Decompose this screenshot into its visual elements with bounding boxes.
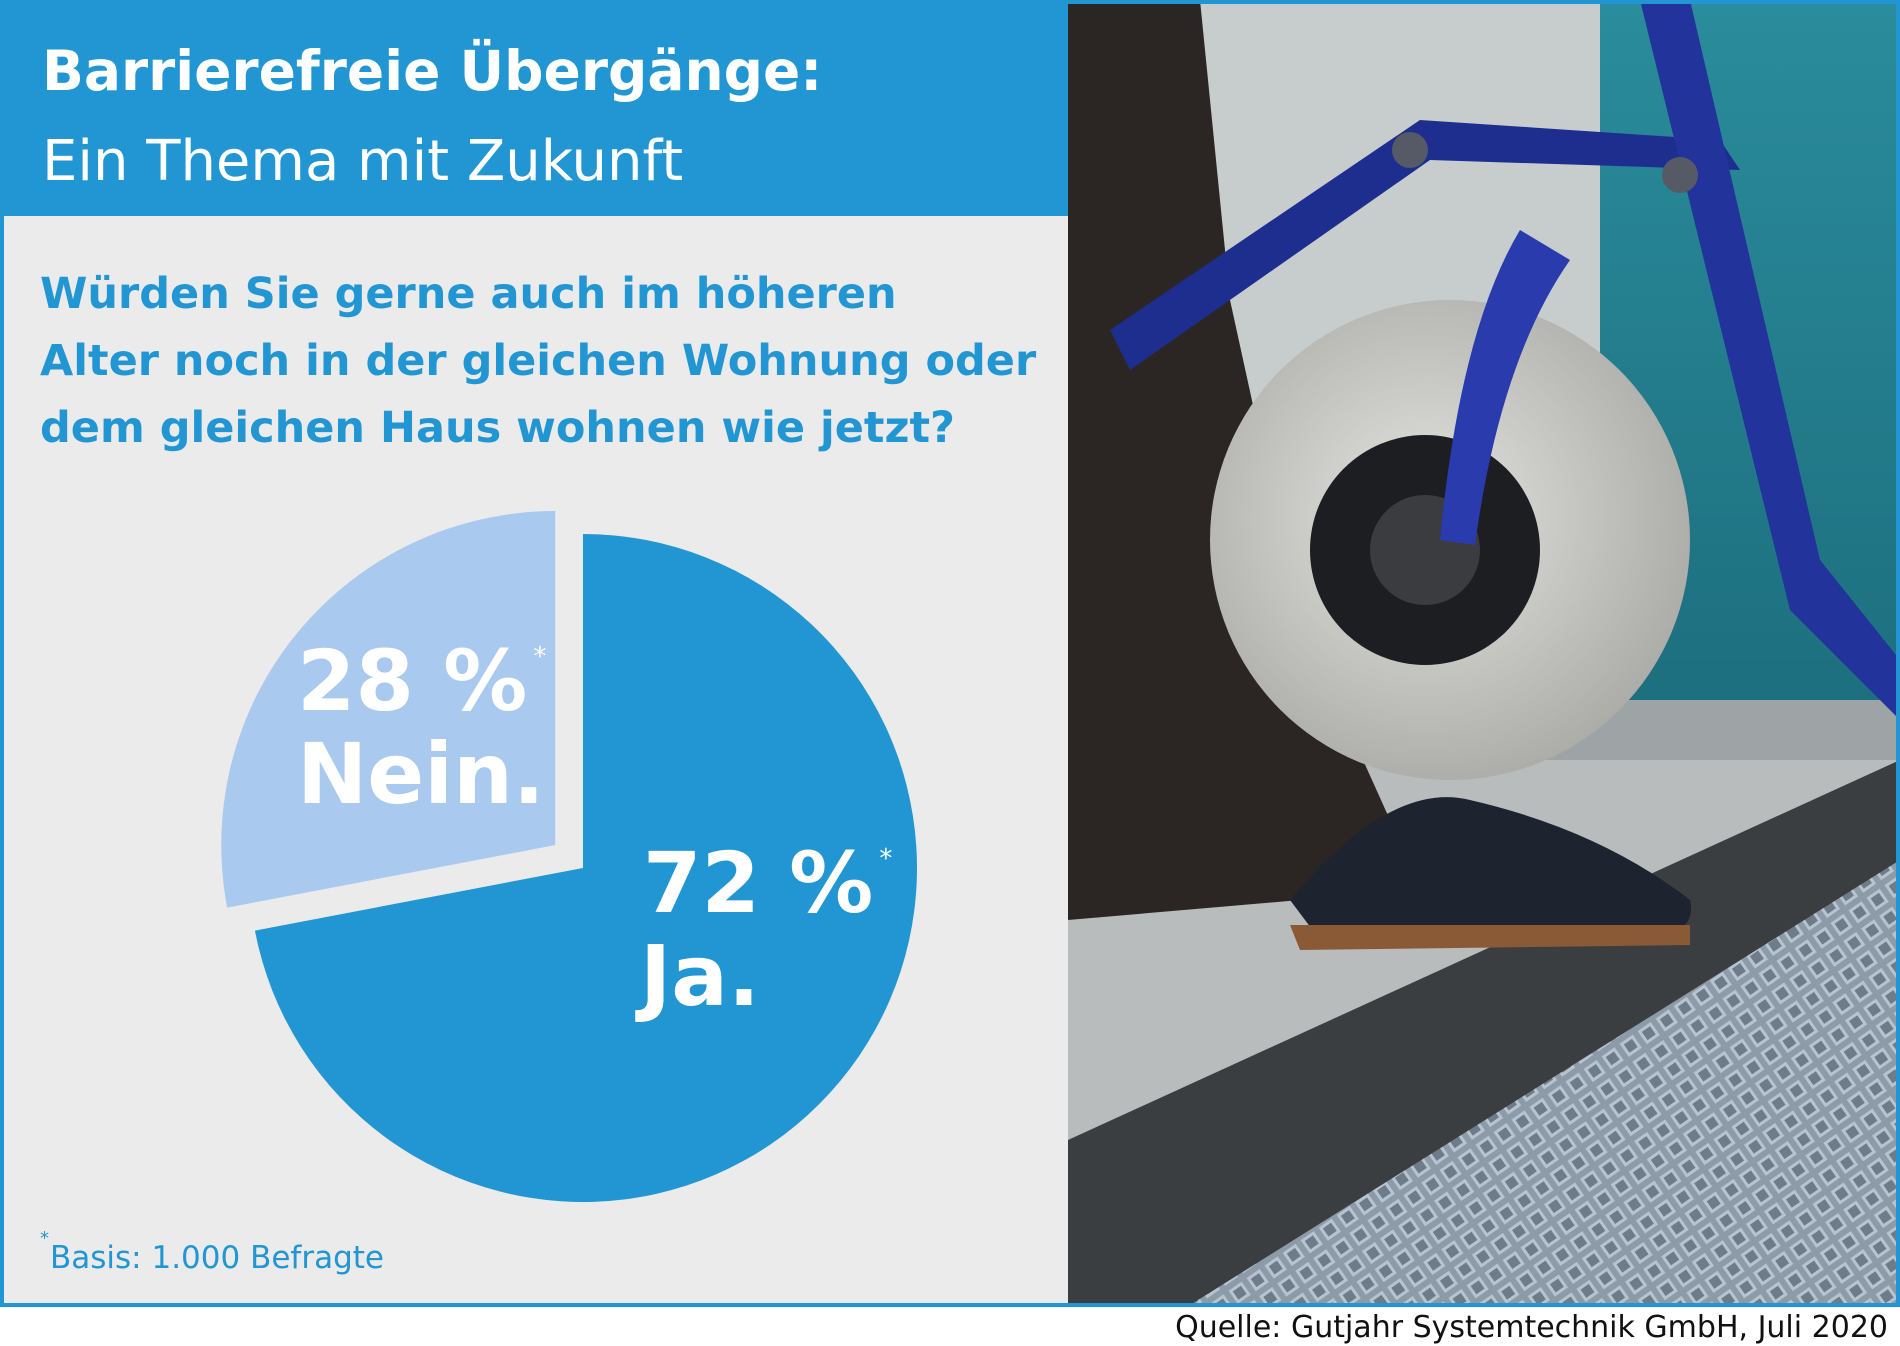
frame [0, 0, 1900, 1307]
category-label: Ja. [635, 927, 760, 1025]
question-line: dem gleichen Haus wohnen wie jetzt? [40, 403, 955, 453]
pie-slice [254, 534, 917, 1203]
header-band [0, 0, 1068, 216]
value-label: 28 % [297, 632, 527, 730]
category-label: Nein. [297, 725, 545, 823]
photo [1068, 0, 1900, 1305]
footnote-marker: * [879, 844, 892, 874]
question-line: Alter noch in der gleichen Wohnung oder [40, 336, 1037, 386]
value-label: 72 % [643, 834, 873, 932]
footnote-marker: * [533, 642, 546, 672]
chart-title: Barrierefreie Übergänge: [42, 39, 822, 103]
chart-subtitle: Ein Thema mit Zukunft [42, 129, 683, 194]
pie: 72 % *Ja.28 % *Nein. [221, 511, 917, 1203]
source: Quelle: Gutjahr Systemtechnik GmbH, Juli… [1175, 1310, 1888, 1345]
question-line: Würden Sie gerne auch im höheren [40, 269, 897, 319]
footnote: Basis: 1.000 Befragte [50, 1240, 384, 1276]
footnote-marker: * [40, 1228, 49, 1249]
pie-slice [221, 511, 556, 908]
